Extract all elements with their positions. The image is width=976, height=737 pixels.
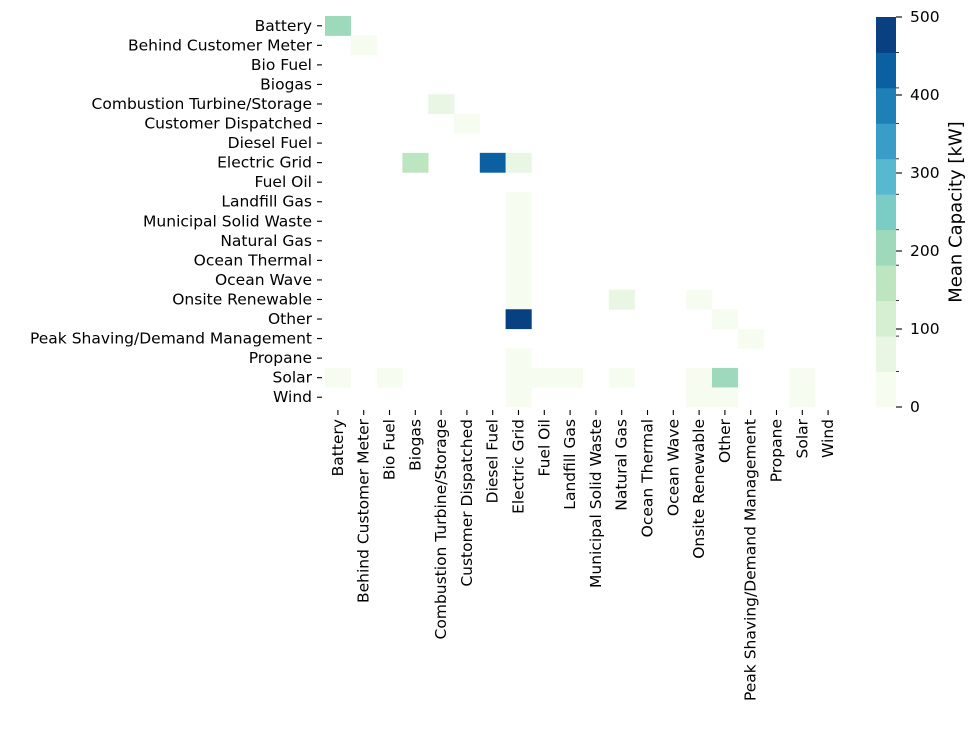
x-tick-label: Other: [716, 418, 734, 463]
colorbar: 0 100 200 300 400 500 Mean Capacity [kW]: [876, 8, 967, 416]
x-tick-label: Peak Shaving/Demand Management: [742, 419, 760, 701]
heatmap-cell: [505, 348, 532, 369]
y-tick-label: Natural Gas: [220, 232, 312, 250]
y-tick-label: Battery: [255, 17, 312, 35]
x-tick-label: Propane: [768, 419, 786, 482]
x-axis-tick-labels: Battery Behind Customer Meter Bio Fuel Biog…: [329, 410, 837, 701]
y-tick-label: Other: [268, 310, 313, 328]
x-tick-label: Ocean Thermal: [639, 419, 657, 537]
y-tick-label: Behind Customer Meter: [128, 36, 313, 54]
colorbar-tick-label: 100: [910, 320, 940, 338]
colorbar-segment: [876, 52, 896, 89]
x-tick-label: Combustion Turbine/Storage: [432, 419, 450, 639]
colorbar-segment: [876, 123, 896, 160]
heatmap-cell: [789, 367, 816, 388]
y-tick-label: Municipal Solid Waste: [143, 212, 312, 230]
colorbar-segment: [876, 229, 896, 266]
y-tick-label: Diesel Fuel: [228, 134, 312, 152]
heatmap-cell: [505, 270, 532, 290]
x-tick-label: Behind Customer Meter: [355, 418, 373, 603]
x-tick-label: Municipal Solid Waste: [587, 419, 605, 588]
y-tick-label: Onsite Renewable: [172, 290, 312, 308]
x-tick-label: Onsite Renewable: [690, 419, 708, 559]
y-tick-label: Biogas: [260, 75, 312, 93]
heatmap-cell: [686, 387, 713, 408]
y-tick-label: Ocean Thermal: [194, 251, 312, 269]
y-tick-label: Fuel Oil: [255, 173, 312, 191]
x-tick-label: Fuel Oil: [535, 419, 553, 476]
y-tick-label: Customer Dispatched: [144, 115, 312, 133]
heatmap-cell: [505, 387, 532, 408]
heatmap-cell: [350, 35, 377, 56]
heatmap-cell: [454, 113, 481, 134]
colorbar-tick-label: 0: [910, 398, 920, 416]
x-tick-label: Diesel Fuel: [484, 419, 502, 503]
colorbar-tick-label: 300: [910, 164, 940, 182]
x-tick-label: Electric Grid: [510, 419, 528, 514]
heatmap-cell: [376, 367, 403, 388]
heatmap-cell: [531, 367, 558, 388]
x-tick-label: Natural Gas: [613, 419, 631, 511]
x-tick-label: Landfill Gas: [561, 419, 579, 510]
heatmap-cell: [505, 309, 532, 330]
heatmap-cells: [325, 16, 816, 408]
heatmap-cell: [505, 367, 532, 388]
heatmap-cell: [505, 152, 532, 173]
heatmap-cell: [608, 289, 635, 310]
heatmap-cell: [505, 211, 532, 232]
colorbar-tick-label: 500: [910, 8, 940, 26]
colorbar-segment: [876, 300, 896, 337]
colorbar-label: Mean Capacity [kW]: [946, 121, 967, 302]
y-tick-label: Propane: [249, 349, 312, 367]
x-tick-label: Ocean Wave: [664, 419, 682, 516]
x-tick-label: Customer Dispatched: [458, 419, 476, 587]
heatmap-cell: [737, 328, 764, 349]
x-tick-label: Solar: [793, 418, 811, 458]
y-tick-label: Wind: [273, 388, 312, 406]
y-tick-label: Combustion Turbine/Storage: [92, 95, 312, 113]
heatmap-cell: [505, 250, 532, 271]
heatmap-cell: [686, 367, 713, 388]
x-tick-label: Biogas: [406, 419, 424, 471]
colorbar-segment: [876, 371, 896, 408]
x-tick-label: Battery: [329, 419, 347, 476]
colorbar-tick-label: 200: [910, 242, 940, 260]
colorbar-segment: [876, 17, 896, 53]
heatmap-cell: [402, 152, 429, 173]
y-tick-label: Bio Fuel: [251, 56, 312, 74]
heatmap-cell: [505, 191, 532, 212]
heatmap-cell: [608, 367, 635, 388]
colorbar-segment: [876, 158, 896, 195]
y-tick-label: Peak Shaving/Demand Management: [30, 330, 312, 348]
y-tick-label: Solar: [273, 369, 313, 387]
heatmap-cell: [505, 289, 532, 310]
heatmap-cell: [712, 367, 739, 388]
heatmap-cell: [712, 309, 739, 330]
heatmap-cell: [557, 367, 584, 388]
y-tick-label: Electric Grid: [217, 154, 312, 172]
heatmap-cell: [505, 231, 532, 251]
colorbar-segment: [876, 87, 896, 124]
x-tick-label: Wind: [819, 419, 837, 458]
heatmap-cell: [428, 94, 455, 115]
colorbar-tick-label: 400: [910, 86, 940, 104]
heatmap-cell: [479, 152, 506, 173]
heatmap-cell: [325, 16, 352, 36]
colorbar-segment: [876, 265, 896, 302]
heatmap-cell: [325, 367, 352, 388]
y-tick-label: Landfill Gas: [221, 193, 312, 211]
heatmap-cell: [712, 387, 739, 408]
colorbar-segment: [876, 194, 896, 231]
heatmap-cell: [789, 387, 816, 408]
colorbar-segment: [876, 336, 896, 372]
y-tick-label: Ocean Wave: [215, 271, 312, 289]
heatmap-cell: [686, 289, 713, 310]
x-tick-label: Bio Fuel: [381, 419, 399, 480]
